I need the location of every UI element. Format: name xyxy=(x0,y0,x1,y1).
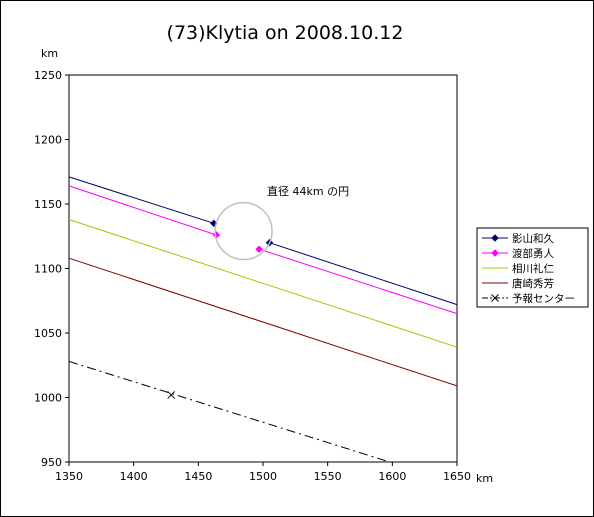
series-line xyxy=(68,185,217,236)
legend-label: 唐崎秀芳 xyxy=(512,277,554,290)
series-group xyxy=(68,257,458,387)
chart-title: (73)Klytia on 2008.10.12 xyxy=(167,22,404,44)
series-line xyxy=(68,360,390,463)
y-tick-label: 1100 xyxy=(34,263,62,276)
legend-marker xyxy=(491,249,499,257)
legend-marker xyxy=(491,294,499,302)
x-tick-label: 1650 xyxy=(443,470,471,483)
x-axis-unit-label: km xyxy=(476,472,493,485)
legend-label: 予報センター xyxy=(512,293,575,305)
y-tick-label: 1150 xyxy=(34,198,62,211)
legend-label: 影山和久 xyxy=(512,232,554,245)
legend-label: 渡部勇人 xyxy=(512,247,554,260)
series-marker xyxy=(255,245,263,253)
x-tick-label: 1450 xyxy=(184,470,212,483)
ticks-layer: 1350 1400 1450 1500 1550 1600 1650 950 1000 1050 1… xyxy=(34,69,471,483)
x-tick-label: 1350 xyxy=(55,470,83,483)
series-layer xyxy=(68,176,458,463)
y-tick-label: 1050 xyxy=(34,327,62,340)
legend-marker xyxy=(491,234,499,242)
series-line xyxy=(68,176,215,224)
x-tick-label: 1500 xyxy=(249,470,277,483)
series-line xyxy=(269,242,458,306)
legend-label: 相川礼仁 xyxy=(512,262,554,275)
y-tick-label: 1200 xyxy=(34,134,62,147)
series-line xyxy=(68,257,458,387)
y-tick-label: 950 xyxy=(41,456,62,469)
plot-area xyxy=(68,74,458,463)
series-group xyxy=(68,360,390,463)
y-axis-unit-label: km xyxy=(41,47,58,60)
series-group xyxy=(68,219,458,348)
series-group xyxy=(68,185,458,315)
x-tick-label: 1550 xyxy=(314,470,342,483)
diameter-circle xyxy=(214,201,273,261)
y-tick-label: 1000 xyxy=(34,392,62,405)
series-line xyxy=(258,248,458,315)
circle-annotation: 直径 44km の円 xyxy=(267,184,349,198)
series-line xyxy=(68,219,458,348)
series-marker xyxy=(167,391,176,399)
y-tick-label: 1250 xyxy=(34,69,62,82)
x-tick-label: 1600 xyxy=(378,470,406,483)
x-tick-label: 1400 xyxy=(120,470,148,483)
